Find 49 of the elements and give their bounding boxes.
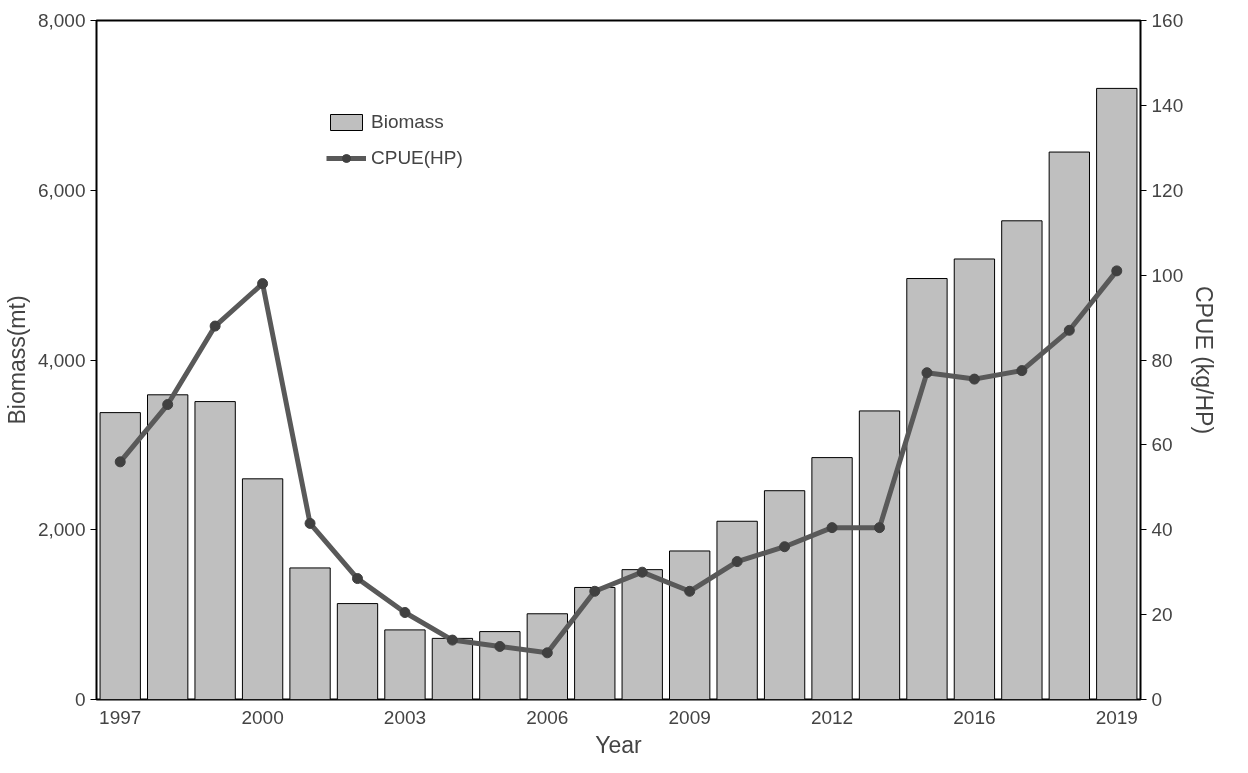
x-tick-label: 2019 [1095,706,1138,728]
x-tick-label: 2000 [241,706,284,728]
y2-tick-label: 100 [1151,264,1184,286]
y2-tick-label: 120 [1151,179,1184,201]
y2-axis-title: CPUE (kg/HP) [1191,285,1218,435]
x-tick-label: 2012 [810,706,854,728]
point [1063,324,1075,336]
legend-label: CPUE(HP) [371,147,463,169]
point [446,634,458,646]
point [209,320,221,332]
point [684,585,696,597]
y2-tick-label: 160 [1151,10,1184,31]
point [636,566,648,578]
point [304,517,316,529]
y2-tick-label: 140 [1151,94,1184,116]
y-tick-label: 2,000 [37,519,86,541]
y2-tick-label: 20 [1151,604,1173,626]
y-tick-label: 0 [74,689,86,710]
point [257,278,269,290]
x-tick-label: 2003 [383,706,427,728]
point [541,647,553,659]
y2-tick-label: 0 [1151,689,1163,710]
y-tick-label: 6,000 [37,179,86,201]
point [874,522,885,534]
y2-tick-label: 60 [1151,434,1173,456]
legend-label: Biomass [371,111,444,133]
y-tick-label: 8,000 [37,10,86,31]
point [1016,365,1028,377]
x-tick-label: 2009 [668,706,711,728]
point [921,367,933,379]
x-tick-label: 1997 [99,706,142,728]
point [968,373,980,385]
point [162,399,174,411]
point [352,573,363,585]
point [589,585,601,597]
point [114,456,126,468]
point [731,556,743,568]
x-tick-label: 2006 [526,706,569,728]
y-tick-label: 4,000 [37,349,86,371]
point [826,522,838,534]
point [1111,265,1123,277]
point [494,640,506,652]
y2-tick-label: 80 [1151,349,1173,371]
point [779,541,791,553]
y2-tick-label: 40 [1151,519,1173,541]
point [399,607,411,618]
y-axis-title: Biomass(mt) [3,295,30,425]
x-tick-label: 2016 [953,706,996,728]
x-axis-title: Year [595,731,643,758]
